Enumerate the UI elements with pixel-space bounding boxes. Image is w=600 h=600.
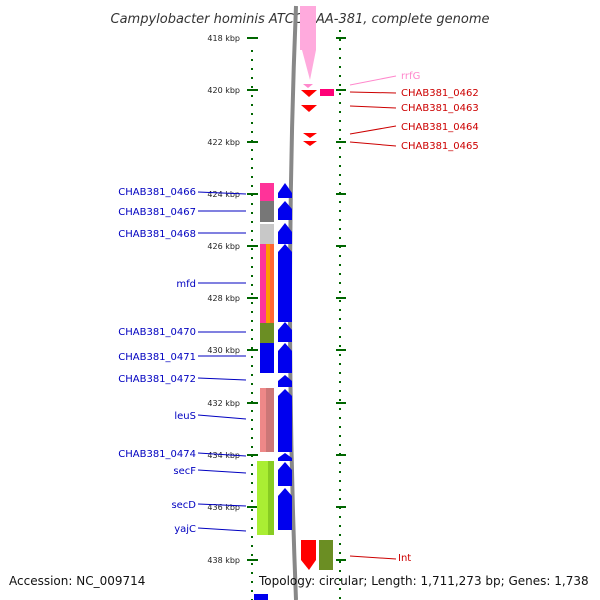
secF-secD-block-shade[interactable] — [268, 461, 274, 535]
left-connectors — [197, 191, 247, 532]
connector-line — [349, 555, 397, 560]
gene-label[interactable]: CHAB381_0462 — [401, 88, 479, 99]
gene-label[interactable]: CHAB381_0470 — [118, 327, 196, 338]
connector-line — [197, 414, 247, 420]
gene-arrow[interactable] — [278, 223, 292, 244]
bottom-right-block[interactable] — [319, 540, 333, 570]
gene-label[interactable]: yajC — [174, 524, 196, 535]
ruler-label: 422 kbp — [207, 138, 240, 147]
CHAB381_0462-arrow[interactable] — [301, 90, 317, 97]
ruler-label: 432 kbp — [207, 399, 240, 408]
ruler-label: 426 kbp — [207, 242, 240, 251]
gene-label[interactable]: CHAB381_0468 — [118, 229, 196, 240]
connector-line — [197, 503, 247, 507]
CHAB381_0470-block[interactable] — [260, 323, 274, 343]
ruler-labels: 418 kbp 420 kbp 422 kbp 424 kbp 426 kbp … — [207, 34, 240, 565]
ruler-label: 428 kbp — [207, 294, 240, 303]
gene-label[interactable]: CHAB381_0467 — [118, 207, 196, 218]
gene-arrow[interactable] — [278, 244, 292, 322]
gene-arrow[interactable] — [278, 322, 292, 342]
gene-label[interactable]: rrfG — [401, 71, 420, 82]
gene-label[interactable]: leuS — [174, 411, 196, 422]
CHAB381_0462-feature[interactable] — [320, 89, 334, 96]
connector-line — [349, 91, 397, 94]
gene-label[interactable]: CHAB381_0472 — [118, 374, 196, 385]
bottom-edge-block — [254, 594, 268, 600]
mfd-block-a[interactable] — [260, 244, 266, 323]
gene-label[interactable]: secD — [171, 500, 196, 511]
connector-line — [197, 191, 247, 195]
ruler-ticks — [247, 37, 346, 561]
gene-label[interactable]: CHAB381_0465 — [401, 141, 479, 152]
rrfG-feature-small[interactable] — [303, 84, 313, 88]
gene-arrow[interactable] — [278, 389, 292, 452]
CHAB381_0467-block[interactable] — [260, 201, 274, 222]
connector-line — [197, 527, 247, 532]
leuS-block-shade[interactable] — [266, 388, 274, 452]
gene-label[interactable]: CHAB381_0463 — [401, 103, 479, 114]
gene-arrow[interactable] — [278, 453, 292, 461]
gene-label[interactable]: Int — [398, 553, 411, 564]
ruler-label: 438 kbp — [207, 556, 240, 565]
CHAB381_0463-arrow[interactable] — [301, 105, 317, 112]
gene-label[interactable]: CHAB381_0464 — [401, 122, 479, 133]
gene-arrow[interactable] — [278, 462, 292, 486]
accession-text: Accession: NC_009714 — [9, 574, 146, 588]
CHAB381_0471-block[interactable] — [260, 343, 274, 373]
right-connectors — [349, 75, 397, 560]
connector-line — [197, 377, 247, 381]
connector-line — [349, 141, 397, 147]
gene-arrow[interactable] — [278, 183, 292, 198]
blue-arrow-column — [278, 183, 292, 530]
gene-arrow[interactable] — [278, 201, 292, 220]
mfd-block-c[interactable] — [270, 244, 274, 323]
connector-line — [197, 452, 247, 457]
gene-arrow[interactable] — [278, 488, 292, 530]
ruler-label: 424 kbp — [207, 190, 240, 199]
CHAB381_0466-block[interactable] — [260, 183, 274, 201]
CHAB381_0468-block[interactable] — [260, 224, 274, 244]
ruler-label: 420 kbp — [207, 86, 240, 95]
left-gene-labels: CHAB381_0466 CHAB381_0467 CHAB381_0468 m… — [118, 187, 196, 535]
gene-label[interactable]: CHAB381_0471 — [118, 352, 196, 363]
gene-arrow[interactable] — [278, 375, 292, 387]
ruler-label: 434 kbp — [207, 451, 240, 460]
connector-line — [349, 105, 397, 109]
connector-line — [349, 125, 397, 135]
gene-label[interactable]: mfd — [176, 279, 196, 290]
CHAB381_0465-arrow[interactable] — [303, 141, 317, 146]
ruler-label: 418 kbp — [207, 34, 240, 43]
CHAB381_0464-arrow[interactable] — [303, 133, 317, 138]
gene-label[interactable]: secF — [173, 466, 196, 477]
mfd-block-b[interactable] — [266, 244, 270, 323]
ruler-label: 436 kbp — [207, 503, 240, 512]
gene-label[interactable]: CHAB381_0466 — [118, 187, 196, 198]
connector-line — [349, 75, 397, 86]
connector-line — [197, 469, 247, 474]
right-gene-labels: rrfG CHAB381_0462 CHAB381_0463 CHAB381_0… — [398, 71, 479, 564]
gene-label[interactable]: CHAB381_0474 — [118, 449, 196, 460]
topology-text: Topology: circular; Length: 1,711,273 bp… — [259, 574, 589, 588]
rrfG-feature[interactable] — [300, 6, 316, 80]
ruler-label: 430 kbp — [207, 346, 240, 355]
gene-arrow[interactable] — [278, 343, 292, 373]
Int-arrow[interactable] — [301, 540, 316, 570]
